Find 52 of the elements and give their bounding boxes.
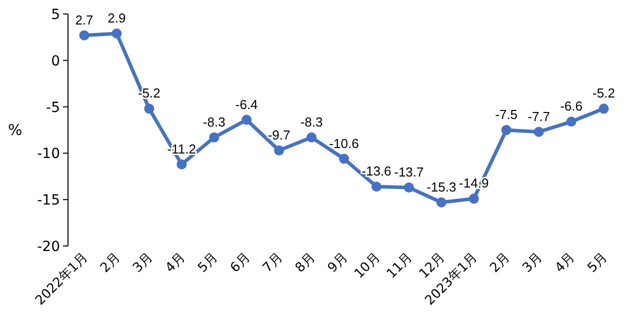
point [534,126,544,137]
data-label: -6.4 [235,96,258,112]
point [176,159,187,170]
data-label: -7.5 [495,107,518,122]
point [339,154,349,164]
point [371,182,382,192]
x-tick-label: 8月 [292,250,318,276]
data-label: -7.7 [528,108,550,124]
point [209,132,220,142]
point [242,114,252,125]
x-tick-label: 3月 [130,250,156,276]
data-label: -10.6 [329,136,359,151]
point [598,104,609,114]
x-tick-label: 2月 [98,250,124,276]
x-tick-label: 5月 [195,250,221,276]
data-label: -15.3 [426,179,456,194]
data-label: -8.3 [202,114,226,130]
point [306,132,317,142]
x-tick-label: 5月 [584,250,611,276]
point [566,116,576,127]
data-label: -6.6 [560,98,582,114]
y-tick-label: -10 [37,146,60,162]
y-axis-title: % [8,121,22,139]
point [436,197,446,208]
point [468,194,479,204]
point [144,104,154,114]
x-tick-label: 10月 [352,250,384,282]
x-tick-label: 4月 [162,250,188,276]
point [501,125,512,135]
data-label: 2.7 [75,12,94,28]
data-label: -13.6 [362,164,392,179]
x-tick-label: 11月 [384,250,416,282]
point [112,28,122,38]
x-tick-label: 9月 [325,250,351,276]
x-tick-label: 4月 [552,250,578,276]
point [274,145,284,156]
y-tick-label: 0 [51,53,60,70]
x-tick-label: 2月 [488,250,514,276]
data-label: -8.3 [300,114,323,130]
x-tick-label: 6月 [228,250,254,276]
y-tick-label: -20 [37,239,60,255]
data-label: 2.9 [108,10,126,26]
y-tick-label: -15 [37,192,60,209]
data-label: -9.7 [268,127,290,142]
y-tick-label: -5 [46,100,60,116]
x-tick-label: 3月 [520,250,546,276]
point [404,182,414,193]
y-tick-label: 5 [51,7,60,23]
x-tick-label: 7月 [260,250,286,276]
point [79,30,90,40]
data-label: -13.7 [394,164,424,180]
data-label: -5.2 [592,86,615,101]
